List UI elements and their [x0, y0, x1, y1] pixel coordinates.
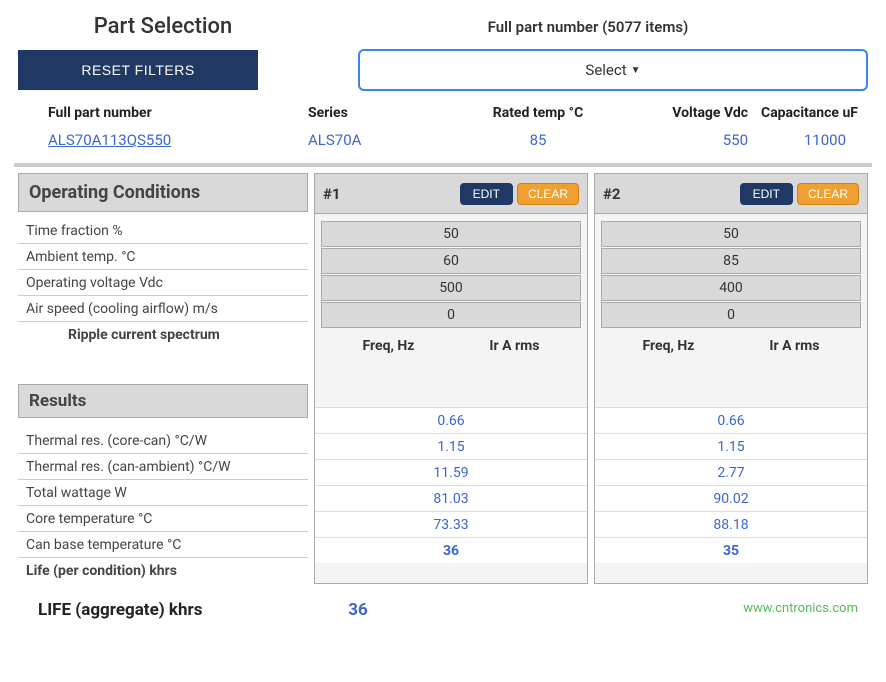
oc-value: 500	[321, 275, 581, 301]
result-label: Total wattage W	[18, 480, 308, 506]
result-value: 0.66	[315, 407, 587, 433]
condition-column-2: #2 EDIT CLEAR 50 85 400 0 Freq, Hz Ir A …	[594, 173, 868, 584]
condition-number: #2	[603, 185, 621, 203]
col-header-series: Series	[308, 105, 448, 121]
result-label-life: Life (per condition) khrs	[18, 558, 308, 584]
result-value: 0.66	[595, 407, 867, 433]
ripple-label: Ripple current spectrum	[18, 322, 308, 348]
oc-label: Time fraction %	[18, 218, 308, 244]
life-aggregate-label: LIFE (aggregate) khrs	[18, 600, 308, 620]
oc-value: 400	[601, 275, 861, 301]
oc-label: Air speed (cooling airflow) m/s	[18, 296, 308, 322]
clear-button[interactable]: CLEAR	[797, 183, 859, 205]
voltage-value: 550	[628, 131, 748, 149]
result-label: Can base temperature °C	[18, 532, 308, 558]
result-value: 90.02	[595, 485, 867, 511]
oc-value: 50	[321, 221, 581, 247]
operating-conditions-header: Operating Conditions	[18, 173, 308, 212]
oc-label: Ambient temp. °C	[18, 244, 308, 270]
freq-header: Freq, Hz	[643, 338, 695, 354]
result-value: 2.77	[595, 459, 867, 485]
result-value-life: 36	[315, 537, 587, 563]
oc-value: 50	[601, 221, 861, 247]
items-count-label: Full part number (5077 items)	[308, 18, 868, 36]
freq-header: Freq, Hz	[363, 338, 415, 354]
page-title: Part Selection	[18, 14, 308, 39]
condition-number: #1	[323, 185, 341, 203]
result-value: 11.59	[315, 459, 587, 485]
result-value-life: 35	[595, 537, 867, 563]
edit-button[interactable]: EDIT	[460, 183, 513, 205]
clear-button[interactable]: CLEAR	[517, 183, 579, 205]
result-value: 81.03	[315, 485, 587, 511]
result-value: 88.18	[595, 511, 867, 537]
oc-value: 85	[601, 248, 861, 274]
life-aggregate-value: 36	[308, 600, 408, 620]
ir-header: Ir A rms	[769, 338, 819, 354]
col-header-part: Full part number	[18, 105, 308, 121]
result-value: 73.33	[315, 511, 587, 537]
temp-value: 85	[448, 131, 628, 149]
result-label: Core temperature °C	[18, 506, 308, 532]
result-label: Thermal res. (core-can) °C/W	[18, 428, 308, 454]
results-header: Results	[18, 384, 308, 418]
part-select-dropdown[interactable]: Select ▼	[358, 49, 868, 91]
select-label: Select	[585, 61, 626, 79]
series-value: ALS70A	[308, 131, 448, 149]
result-value: 1.15	[595, 433, 867, 459]
col-header-voltage: Voltage Vdc	[628, 105, 748, 121]
ir-header: Ir A rms	[489, 338, 539, 354]
oc-value: 60	[321, 248, 581, 274]
oc-value: 0	[601, 302, 861, 328]
part-number-link[interactable]: ALS70A113QS550	[48, 131, 171, 149]
oc-value: 0	[321, 302, 581, 328]
caret-down-icon: ▼	[631, 65, 641, 76]
edit-button[interactable]: EDIT	[740, 183, 793, 205]
reset-filters-button[interactable]: RESET FILTERS	[18, 50, 258, 90]
col-header-temp: Rated temp °C	[448, 105, 628, 121]
result-value: 1.15	[315, 433, 587, 459]
condition-column-1: #1 EDIT CLEAR 50 60 500 0 Freq, Hz Ir A …	[314, 173, 588, 584]
result-label: Thermal res. (can-ambient) °C/W	[18, 454, 308, 480]
oc-label: Operating voltage Vdc	[18, 270, 308, 296]
watermark: www.cntronics.com	[743, 601, 858, 616]
col-header-capacitance: Capacitance uF	[748, 105, 868, 121]
capacitance-value: 11000	[748, 131, 868, 149]
